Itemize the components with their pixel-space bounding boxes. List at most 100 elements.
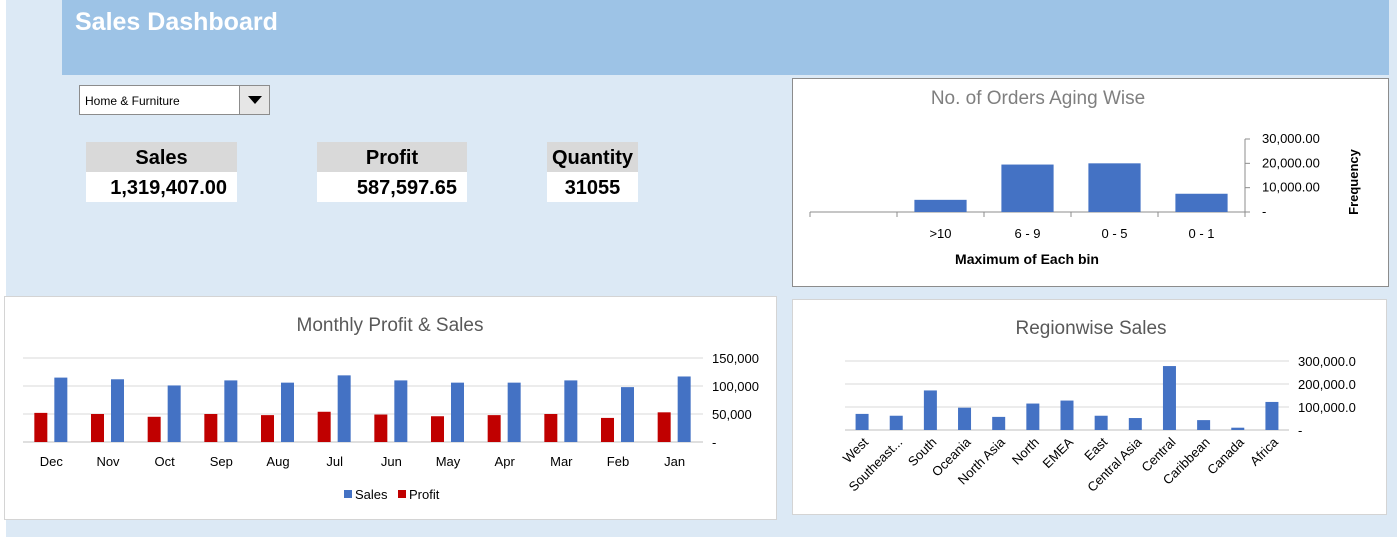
profit-bar [544,414,558,442]
x-tick-label: Feb [607,454,629,469]
sales-bar [167,385,181,442]
x-tick-label: Canada [1204,434,1247,477]
bar [1265,401,1279,430]
x-tick-label: Jun [381,454,402,469]
chevron-down-icon [248,96,262,104]
legend-sales-swatch [344,490,352,498]
x-tick-label: 0 - 5 [1101,226,1127,241]
y-tick-label: 100,000 [712,379,759,394]
bar [923,390,937,430]
profit-bar [601,417,614,442]
y-tick-label: - [1262,204,1266,219]
y-tick-label: - [712,435,716,450]
sales-bar [677,376,691,442]
kpi-sales-label: Sales [86,142,237,172]
x-axis-label: Maximum of Each bin [955,251,1099,267]
y-tick-label: 30,000.00 [1262,131,1320,146]
x-tick-label: Jul [326,454,343,469]
dropdown-button[interactable] [239,86,269,114]
x-tick-label: Oct [155,454,176,469]
x-tick-label: East [1081,434,1110,463]
chart-title: Regionwise Sales [1015,318,1166,339]
profit-bar [431,416,444,442]
region-chart: Regionwise Sales 300,000.0 200,000.0 100,00… [840,318,1356,495]
profit-bar [91,414,104,442]
kpi-quantity-value: 31055 [547,172,638,202]
chart-title: Monthly Profit & Sales [297,315,484,336]
sales-bar [507,382,521,442]
legend-profit-label: Profit [409,487,440,502]
profit-bar [34,412,48,442]
x-tick-label: Mar [550,454,573,469]
x-tick-label: Dec [40,454,64,469]
x-tick-label: EMEA [1039,434,1076,471]
bar [1088,163,1141,212]
bar [914,199,967,212]
bar [1175,193,1228,212]
kpi-sales-value: 1,319,407.00 [86,172,237,202]
profit-bar [204,414,218,442]
y-axis-label: Frequency [1346,148,1361,215]
bar [1128,418,1142,430]
x-tick-label: >10 [929,226,951,241]
x-tick-label: Aug [266,454,289,469]
x-tick-label: May [436,454,461,469]
bar [1026,403,1040,430]
monthly-chart: Monthly Profit & Sales 150,000 100,000 50,0… [23,315,759,502]
profit-bar [487,415,501,442]
y-tick-label: 20,000.00 [1262,155,1320,170]
x-tick-label: 0 - 1 [1188,226,1214,241]
monthly-chart-panel: Monthly Profit & Sales 150,000 100,000 50,0… [4,296,777,520]
x-tick-label: Apr [495,454,516,469]
sales-bar [621,387,634,442]
profit-bar [261,415,274,442]
x-tick-label: Jan [664,454,685,469]
bar [1231,427,1245,430]
x-tick-label: 6 - 9 [1014,226,1040,241]
profit-bar [317,411,331,442]
x-tick-label: Africa [1247,434,1282,469]
x-tick-label: North [1009,435,1042,468]
kpi-profit-value: 587,597.65 [317,172,467,202]
y-tick-label: 10,000.00 [1262,180,1320,195]
dashboard-title: Sales Dashboard [75,8,278,36]
bar [1162,366,1176,430]
x-tick-label: Nov [96,454,120,469]
legend-sales-label: Sales [355,487,388,502]
sales-bar [337,375,351,442]
y-tick-label: - [1298,423,1302,438]
header-banner [62,0,1389,75]
aging-chart-panel: No. of Orders Aging Wise >10 6 - 9 0 - 5 0 -… [792,78,1389,287]
legend-profit-swatch [398,490,406,498]
sales-bar [224,380,238,442]
sales-bar [394,380,408,442]
sales-bar [281,382,294,442]
bar [1001,164,1054,212]
bar [855,413,869,430]
x-tick-label: Sep [210,454,233,469]
y-tick-label: 300,000.0 [1298,354,1356,369]
profit-bar [657,412,671,442]
category-dropdown[interactable]: Home & Furniture [79,85,270,115]
aging-chart: No. of Orders Aging Wise >10 6 - 9 0 - 5 0 -… [809,88,1361,267]
y-tick-label: 150,000 [712,351,759,366]
y-tick-label: 50,000 [712,407,752,422]
category-dropdown-value: Home & Furniture [85,94,180,108]
sales-bar [451,382,464,442]
sales-bar [111,379,124,442]
kpi-profit-label: Profit [317,142,467,172]
region-chart-panel: Regionwise Sales 300,000.0 200,000.0 100,00… [792,299,1387,515]
chart-title: No. of Orders Aging Wise [931,88,1145,109]
bar [992,416,1006,430]
bar [1060,400,1074,430]
bar [1197,420,1211,430]
sales-bar [564,380,578,442]
bar [958,407,972,430]
y-tick-label: 100,000.0 [1298,400,1356,415]
profit-bar [147,416,161,442]
bar [1094,415,1108,430]
sales-bar [54,377,68,442]
profit-bar [374,414,388,442]
y-tick-label: 200,000.0 [1298,377,1356,392]
kpi-quantity-label: Quantity [547,142,638,172]
